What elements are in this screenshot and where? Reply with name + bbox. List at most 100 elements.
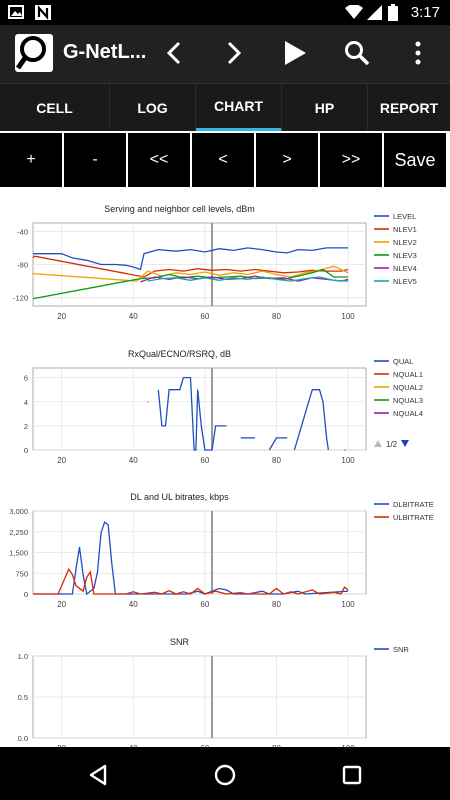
legend-label-level: LEVEL <box>393 212 416 221</box>
tab-bar: CELL LOG CHART HP REPORT <box>0 83 450 132</box>
x-tick-label: 40 <box>129 600 138 609</box>
legend-label-nlev2: NLEV2 <box>393 238 417 247</box>
nav-recents-button[interactable] <box>332 755 372 795</box>
series-line-qual <box>293 389 330 451</box>
series-line-nlev5 <box>147 276 349 282</box>
tab-cell[interactable]: CELL <box>0 84 110 132</box>
system-nav-bar <box>0 747 450 800</box>
x-tick-label: 100 <box>341 744 355 747</box>
legend-label-nqual3: NQUAL3 <box>393 396 423 405</box>
legend-label-nlev4: NLEV4 <box>393 264 417 273</box>
legend-label-nlev1: NLEV1 <box>393 225 417 234</box>
charts-area[interactable]: Serving and neighbor cell levels, dBm 20 4… <box>0 189 450 747</box>
legend-label-nlev5: NLEV5 <box>393 277 417 286</box>
y-tick-label: -80 <box>17 261 28 270</box>
app-logo-search-icon[interactable] <box>15 34 53 72</box>
y-tick-label: -120 <box>13 294 28 303</box>
legend-label-dlbitrate: DLBITRATE <box>393 500 434 509</box>
home-circle-icon <box>214 764 236 786</box>
y-tick-label: 750 <box>15 569 28 578</box>
signal-icon <box>367 5 382 20</box>
x-tick-label: 40 <box>129 456 138 465</box>
scroll-left-button[interactable]: < <box>192 133 254 187</box>
nav-home-button[interactable] <box>205 755 245 795</box>
nav-back-button[interactable] <box>78 755 118 795</box>
scroll-right-button[interactable]: > <box>256 133 318 187</box>
legend-label-nqual4: NQUAL4 <box>393 409 423 418</box>
x-tick-label: 40 <box>129 312 138 321</box>
back-triangle-icon <box>89 764 107 786</box>
x-tick-label: 100 <box>341 312 355 321</box>
tab-hp[interactable]: HP <box>282 84 368 132</box>
x-tick-label: 100 <box>341 600 355 609</box>
y-tick-label: 6 <box>24 374 28 383</box>
series-line-level <box>33 247 349 271</box>
chart-controls: + - << < > >> Save <box>0 131 450 189</box>
y-tick-label: 0.0 <box>18 734 28 743</box>
series-line-dlbitrate <box>33 521 349 596</box>
zoom-out-button[interactable]: - <box>64 133 126 187</box>
x-tick-label: 20 <box>57 744 66 747</box>
forward-chevron-button[interactable] <box>214 33 254 73</box>
scroll-start-button[interactable]: << <box>128 133 190 187</box>
play-button[interactable] <box>275 33 315 73</box>
x-tick-label: 20 <box>57 312 66 321</box>
y-tick-label: 4 <box>24 398 28 407</box>
legend-prev-page-icon <box>374 440 382 447</box>
y-tick-label: -40 <box>17 227 28 236</box>
series-line-qual <box>268 437 288 451</box>
search-icon <box>345 41 370 66</box>
x-tick-label: 60 <box>200 744 209 747</box>
legend-page-indicator: 1/2 <box>386 440 398 449</box>
x-tick-label: 80 <box>272 744 281 747</box>
x-tick-label: 80 <box>272 312 281 321</box>
overflow-menu-button[interactable] <box>398 33 438 73</box>
y-tick-label: 2,250 <box>9 528 28 537</box>
zoom-in-button[interactable]: + <box>0 133 62 187</box>
y-tick-label: 1.0 <box>18 652 28 661</box>
app-bar: G-NetL... <box>0 25 450 83</box>
legend-label-snr: SNR <box>393 645 409 654</box>
y-tick-label: 1,500 <box>9 549 28 558</box>
notification-n-icon <box>35 5 51 20</box>
x-tick-label: 60 <box>200 312 209 321</box>
y-tick-label: 0.5 <box>18 693 28 702</box>
wifi-icon <box>345 5 363 19</box>
back-chevron-button[interactable] <box>154 33 194 73</box>
y-tick-label: 3,000 <box>9 507 28 516</box>
x-tick-label: 60 <box>200 456 209 465</box>
series-line-ulbitrate <box>33 567 349 595</box>
chevron-left-icon <box>166 41 181 65</box>
save-button[interactable]: Save <box>384 133 446 187</box>
legend-label-nqual2: NQUAL2 <box>393 383 423 392</box>
x-tick-label: 60 <box>200 600 209 609</box>
legend-next-page-icon <box>401 440 409 447</box>
x-tick-label: 100 <box>341 456 355 465</box>
app-title: G-NetL... <box>63 41 147 63</box>
y-tick-label: 0 <box>24 446 28 455</box>
x-tick-label: 20 <box>57 456 66 465</box>
play-icon <box>285 41 306 65</box>
legend-label-qual: QUAL <box>393 357 413 366</box>
tab-log[interactable]: LOG <box>110 84 196 132</box>
x-tick-label: 80 <box>272 600 281 609</box>
series-line-nlev1 <box>32 255 349 278</box>
y-tick-label: 2 <box>24 422 28 431</box>
x-tick-label: 40 <box>129 744 138 747</box>
recents-square-icon <box>342 765 362 785</box>
more-vertical-icon <box>415 41 421 65</box>
search-button[interactable] <box>337 33 377 73</box>
image-icon <box>8 5 24 19</box>
status-bar: 3:17 <box>0 0 450 25</box>
status-time: 3:17 <box>410 4 440 21</box>
series-line-qual <box>157 376 227 451</box>
legend-label-nlev3: NLEV3 <box>393 251 417 260</box>
tab-chart[interactable]: CHART <box>196 84 282 132</box>
x-tick-label: 20 <box>57 600 66 609</box>
battery-icon <box>388 4 398 21</box>
tab-report[interactable]: REPORT <box>379 100 439 116</box>
y-tick-label: 0 <box>24 590 28 599</box>
chart-title: DL and UL bitrates, kbps <box>130 492 229 502</box>
scroll-end-button[interactable]: >> <box>320 133 382 187</box>
